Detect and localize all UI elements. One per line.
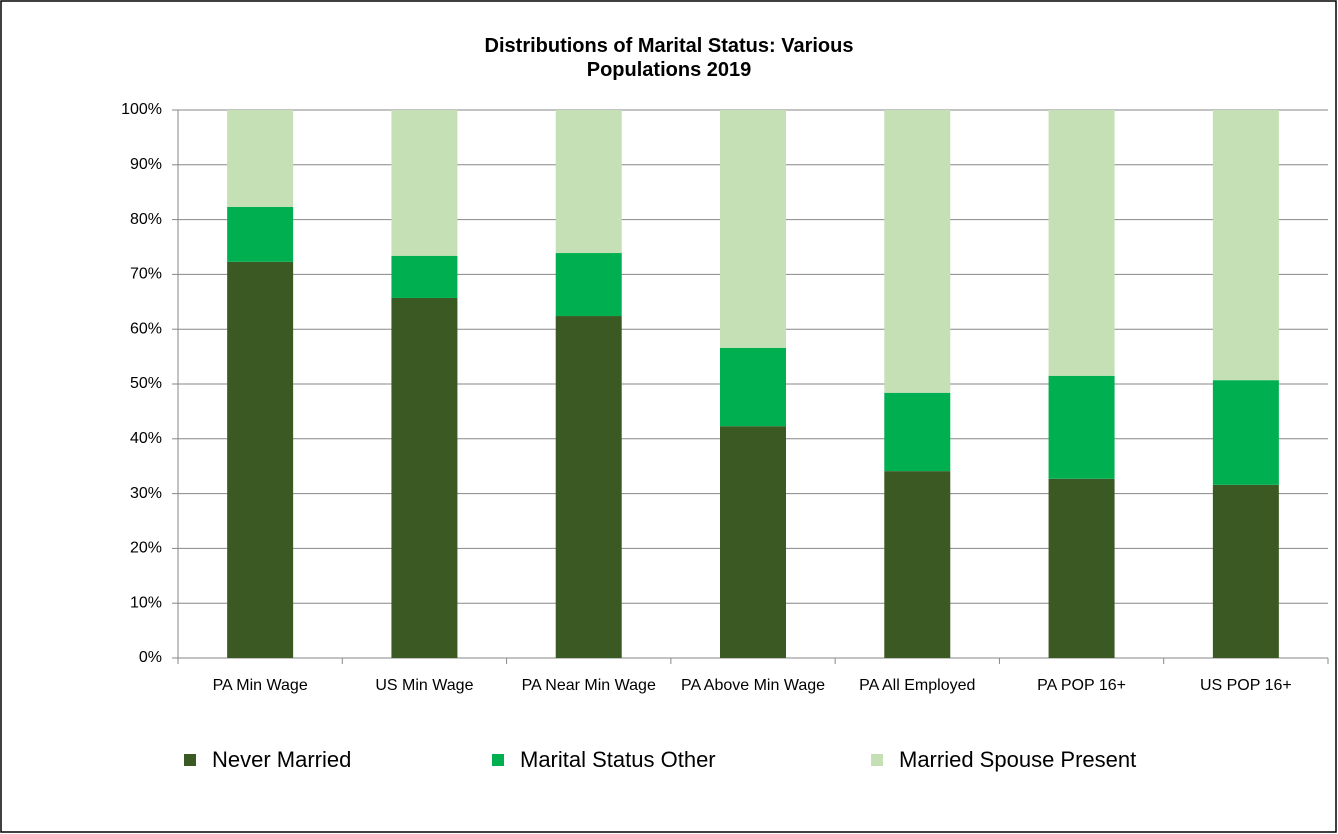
y-tick-label: 50% — [130, 375, 162, 392]
bar-segment — [1048, 110, 1115, 376]
bar-segment — [391, 255, 458, 298]
x-tick-label: PA All Employed — [859, 677, 976, 694]
y-tick-label: 60% — [130, 320, 162, 337]
bar-segment — [884, 110, 951, 393]
bar-segment — [1212, 110, 1279, 381]
bar-segment — [555, 110, 622, 254]
bar-segment — [391, 297, 458, 658]
x-tick-label: PA Near Min Wage — [521, 677, 656, 694]
bar-segment — [720, 426, 786, 658]
legend-label: Never Married — [212, 747, 351, 772]
chart-title: Distributions of Marital Status: Various… — [484, 35, 854, 81]
bar-segment — [227, 206, 294, 262]
x-tick-label: US POP 16+ — [1199, 677, 1292, 694]
y-tick-label: 90% — [130, 156, 162, 173]
x-tick-label: US Min Wage — [375, 677, 474, 694]
y-tick-label: 70% — [130, 266, 162, 283]
y-tick-label: 30% — [130, 485, 162, 502]
bar-segment — [720, 347, 786, 427]
bar-segment — [555, 316, 622, 658]
bar-segment — [227, 261, 294, 658]
bar-segment — [1048, 375, 1115, 479]
bar-segment — [227, 110, 294, 207]
legend-swatch — [871, 754, 883, 766]
y-tick-label: 100% — [121, 101, 162, 118]
y-tick-label: 40% — [130, 430, 162, 447]
legend-label: Marital Status Other — [520, 747, 716, 772]
bar-segment — [720, 110, 786, 348]
x-tick-label: PA POP 16+ — [1037, 677, 1126, 694]
legend-label: Married Spouse Present — [899, 747, 1136, 772]
bar-segment — [1212, 380, 1279, 485]
bar-segment — [1048, 478, 1115, 658]
y-tick-label: 20% — [130, 540, 162, 557]
bar-segment — [1212, 484, 1279, 658]
bar-segment — [884, 392, 951, 472]
y-tick-label: 0% — [139, 649, 162, 666]
bar-segment — [391, 110, 458, 256]
legend-swatch — [492, 754, 504, 766]
bar-segment — [555, 253, 622, 317]
x-tick-label: PA Min Wage — [212, 677, 308, 694]
legend-swatch — [184, 754, 196, 766]
y-tick-label: 10% — [130, 594, 162, 611]
x-tick-label: PA Above Min Wage — [680, 677, 826, 694]
bar-segment — [884, 471, 951, 658]
y-tick-label: 80% — [130, 211, 162, 228]
